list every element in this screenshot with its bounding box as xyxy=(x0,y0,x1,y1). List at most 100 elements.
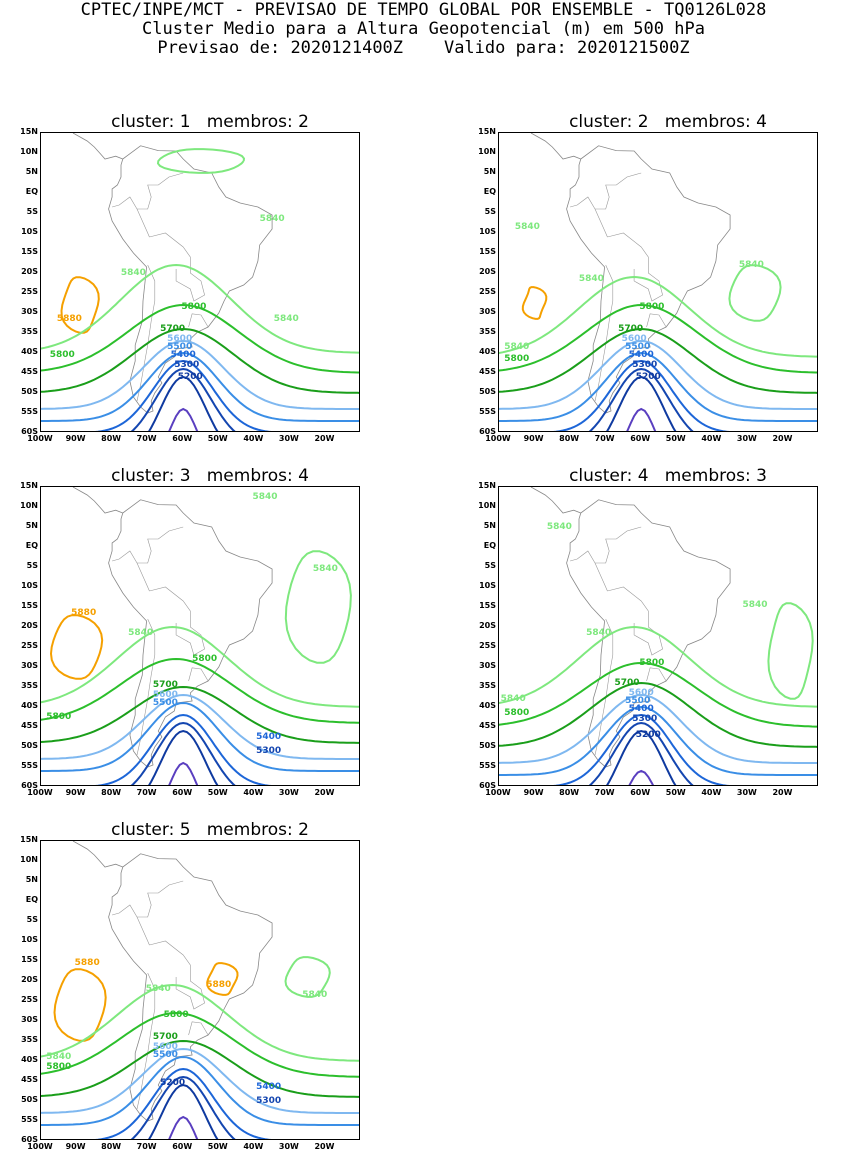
lon-tick-label: 50W xyxy=(207,434,228,443)
contour-5200 xyxy=(606,375,677,431)
contour-label: 5300 xyxy=(256,1096,281,1106)
contour-5840 xyxy=(499,625,817,708)
contour-5840 xyxy=(156,148,246,174)
lon-tick-label: 50W xyxy=(665,788,686,797)
lat-tick-label: 25S xyxy=(21,995,38,1004)
contour-5700 xyxy=(499,681,817,748)
country-border xyxy=(188,667,209,682)
lon-tick-label: 80W xyxy=(101,788,122,797)
lat-tick-label: 5S xyxy=(26,207,38,216)
contour-label: 5300 xyxy=(256,746,281,756)
contour-5600 xyxy=(499,693,817,764)
panel-title: cluster: 1 membros: 2 xyxy=(111,112,309,132)
lat-tick-label: 50S xyxy=(21,387,38,396)
panel-title: cluster: 5 membros: 2 xyxy=(111,820,309,840)
contour-label: 5840 xyxy=(313,564,338,574)
contour-5840 xyxy=(499,275,817,358)
contour-label: 5800 xyxy=(639,302,664,312)
coastline xyxy=(108,145,273,414)
country-border xyxy=(188,313,209,328)
lat-tick-label: 20S xyxy=(21,267,38,276)
contour-5200 xyxy=(148,1083,219,1139)
lon-tick-label: 70W xyxy=(136,434,157,443)
country-border xyxy=(594,264,614,402)
contour-label: 5300 xyxy=(632,360,657,370)
lat-tick-label: 25S xyxy=(479,641,496,650)
map-frame: 5880 5880 5840 5840 5800 5840 5800 5700 5600 5500… xyxy=(40,840,360,1140)
contour-label: 5880 xyxy=(57,314,82,324)
lat-tick-label: 35S xyxy=(479,327,496,336)
lon-tick-label: 50W xyxy=(665,434,686,443)
contour-5400 xyxy=(95,359,272,431)
contour-5600 xyxy=(41,339,359,410)
country-border xyxy=(136,264,156,402)
lat-tick-label: 15S xyxy=(479,601,496,610)
lat-tick-label: 40S xyxy=(479,701,496,710)
contour-5300 xyxy=(588,721,694,785)
contour-label: 5800 xyxy=(46,712,71,722)
lat-tick-label: 15S xyxy=(21,955,38,964)
contour-label: 5840 xyxy=(274,314,299,324)
contour-5840 xyxy=(41,263,359,354)
lat-tick-label: 50S xyxy=(21,1095,38,1104)
lat-tick-label: 40S xyxy=(479,347,496,356)
contour-5300 xyxy=(130,1075,236,1139)
contour-label: 5800 xyxy=(46,1062,71,1072)
lon-tick-label: 100W xyxy=(485,434,511,443)
contour-label: 5840 xyxy=(501,694,526,704)
country-border xyxy=(112,550,150,592)
lon-tick-label: 20W xyxy=(314,1142,335,1151)
coastline xyxy=(108,853,273,1122)
lat-tick-label: 40S xyxy=(21,1055,38,1064)
map-panel-1: cluster: 1 membros: 2 15N 10N 5N EQ 5S 10S 15S 2… xyxy=(10,112,360,452)
lat-tick-label: 45S xyxy=(21,721,38,730)
contour-5840 xyxy=(728,264,782,322)
coastline xyxy=(108,499,273,768)
lon-tick-label: 40W xyxy=(243,788,264,797)
contour-5200 xyxy=(606,729,677,785)
contour-5700 xyxy=(499,327,817,394)
contour-label: 5840 xyxy=(252,492,277,502)
contour-label: 5800 xyxy=(181,302,206,312)
map-frame: 5840 5840 5880 5840 5800 5800 5700 5600 5500 5400… xyxy=(40,486,360,786)
lat-tick-label: 15N xyxy=(20,835,38,844)
contour-label: 5800 xyxy=(164,1010,189,1020)
lon-tick-label: 50W xyxy=(207,1142,228,1151)
lat-tick-label: 5S xyxy=(26,915,38,924)
lat-tick-label: 15N xyxy=(478,127,496,136)
lon-tick-label: 30W xyxy=(736,788,757,797)
lat-tick-label: 10N xyxy=(20,855,38,864)
panel-title: cluster: 4 membros: 3 xyxy=(569,466,767,486)
lon-tick-label: 70W xyxy=(136,1142,157,1151)
lon-tick-label: 20W xyxy=(314,788,335,797)
lon-tick-label: 40W xyxy=(701,788,722,797)
lat-tick-label: 20S xyxy=(21,975,38,984)
contour-label: 5800 xyxy=(192,654,217,664)
coastline-central-america xyxy=(530,133,581,160)
contour-5300 xyxy=(588,367,694,431)
lon-tick-label: 40W xyxy=(243,434,264,443)
coastline-central-america xyxy=(72,841,123,868)
lat-tick-label: 10S xyxy=(479,581,496,590)
lat-tick-label: 60S xyxy=(21,427,38,436)
lon-tick-label: 90W xyxy=(65,788,86,797)
country-border xyxy=(149,232,205,302)
coastline-central-america xyxy=(72,133,123,160)
contour-label: 5600 xyxy=(622,334,647,344)
lon-tick-label: 80W xyxy=(559,788,580,797)
contour-label: 5200 xyxy=(178,372,203,382)
lat-tick-label: 5S xyxy=(26,561,38,570)
contour-5300 xyxy=(130,367,236,431)
country-border xyxy=(112,904,150,946)
lat-tick-label: 30S xyxy=(21,661,38,670)
contour-label: 5840 xyxy=(547,522,572,532)
lat-tick-label: 5N xyxy=(483,167,496,176)
country-border xyxy=(594,618,614,756)
header-line2: Cluster Medio para a Altura Geopotencial… xyxy=(142,19,705,39)
contour-label: 5600 xyxy=(153,690,178,700)
country-border xyxy=(137,526,184,564)
contour-5200 xyxy=(148,375,219,431)
contour-label: 5500 xyxy=(153,698,178,708)
contour-label: 5800 xyxy=(504,354,529,364)
